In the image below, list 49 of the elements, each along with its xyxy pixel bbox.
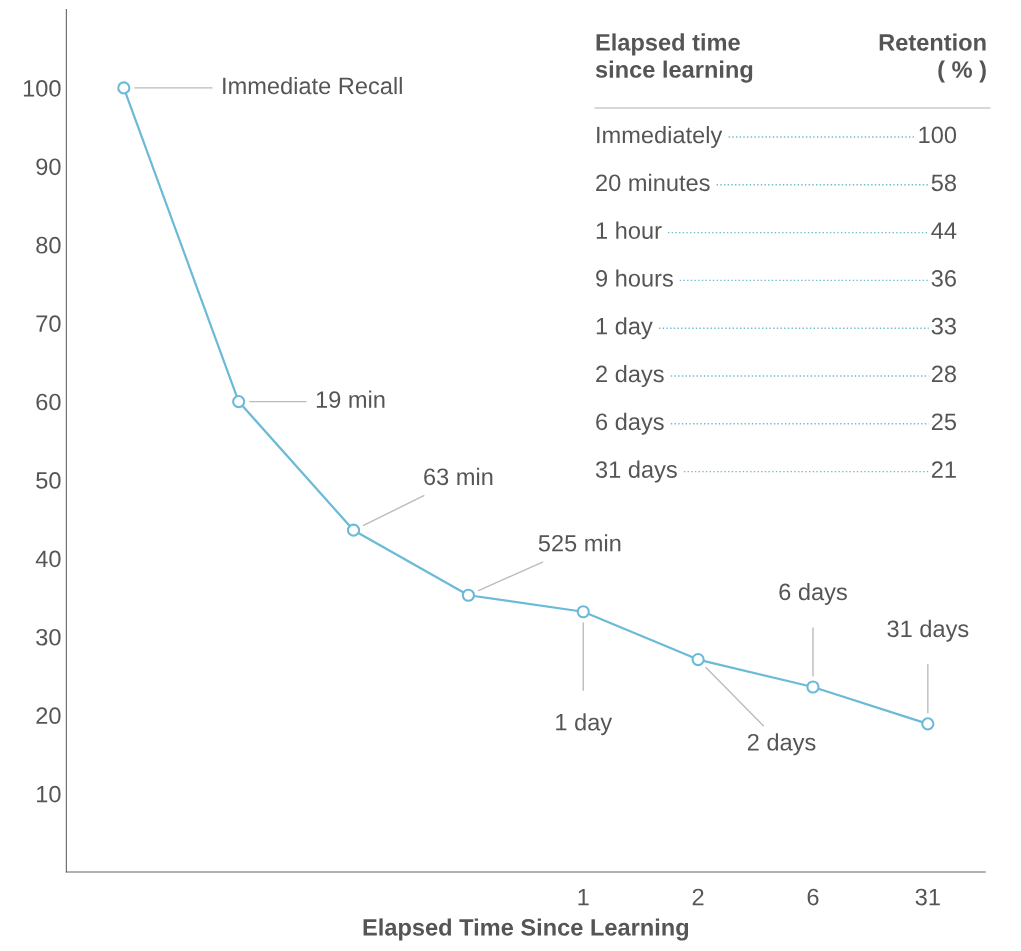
x-tick-label: 6 (807, 888, 819, 906)
annotation: Immediately (597, 126, 723, 149)
annotation: Retention ( % ) (879, 33, 986, 83)
annotation: 9 hours (596, 269, 673, 287)
annotation: 20 minutes (596, 173, 710, 192)
annotation: 6 days (596, 412, 664, 435)
annotation: Elapsed time since learning (595, 33, 753, 83)
y-tick-label: 10 (37, 785, 61, 803)
annotation: 6 days (779, 582, 847, 605)
y-tick-label: 60 (36, 393, 61, 411)
annotation: 63 min (424, 467, 493, 486)
point (346, 523, 361, 537)
annotation: 25 (931, 413, 957, 431)
y-tick-label: 80 (36, 236, 61, 254)
annotation: 1 hour (596, 221, 662, 239)
annotation: 31 days (595, 460, 677, 483)
annotation: 2 days (596, 364, 664, 388)
annotation: 525 min (538, 534, 621, 552)
annotation: 31 days (887, 619, 969, 642)
point (576, 605, 590, 619)
point (691, 652, 705, 667)
annotation: 44 (931, 222, 957, 239)
annotation: 33 (931, 317, 956, 335)
y-tick-label: 90 (36, 158, 61, 176)
annotation: 2 days (747, 733, 816, 756)
annotation: 21 (931, 461, 956, 478)
point (117, 81, 131, 95)
point (461, 588, 475, 602)
annotation: 1 day (596, 317, 653, 340)
x-tick-label: 1 (578, 888, 589, 906)
annotation: 58 (931, 174, 956, 192)
point (232, 394, 246, 409)
y-tick-label: 50 (36, 472, 61, 489)
annotation: 28 (931, 365, 956, 383)
annotation: 19 min (316, 390, 385, 408)
y-tick-label: 70 (36, 315, 61, 332)
x-tick-label: 2 (692, 888, 704, 906)
annotation: 1 day (556, 713, 613, 736)
annotation: 100 (919, 126, 957, 144)
x-axis-title: Elapsed Time Since Learning (363, 918, 689, 941)
y-tick-label: 40 (35, 550, 61, 568)
y-tick-label: 30 (36, 628, 61, 646)
annotation: 36 (931, 270, 956, 287)
y-tick-label: 100 (23, 79, 61, 97)
point (806, 680, 820, 694)
annotation: Immediate Recall (223, 76, 402, 95)
y-tick-label: 20 (36, 707, 61, 725)
point (921, 717, 935, 731)
x-tick-label: 31 (915, 888, 940, 906)
